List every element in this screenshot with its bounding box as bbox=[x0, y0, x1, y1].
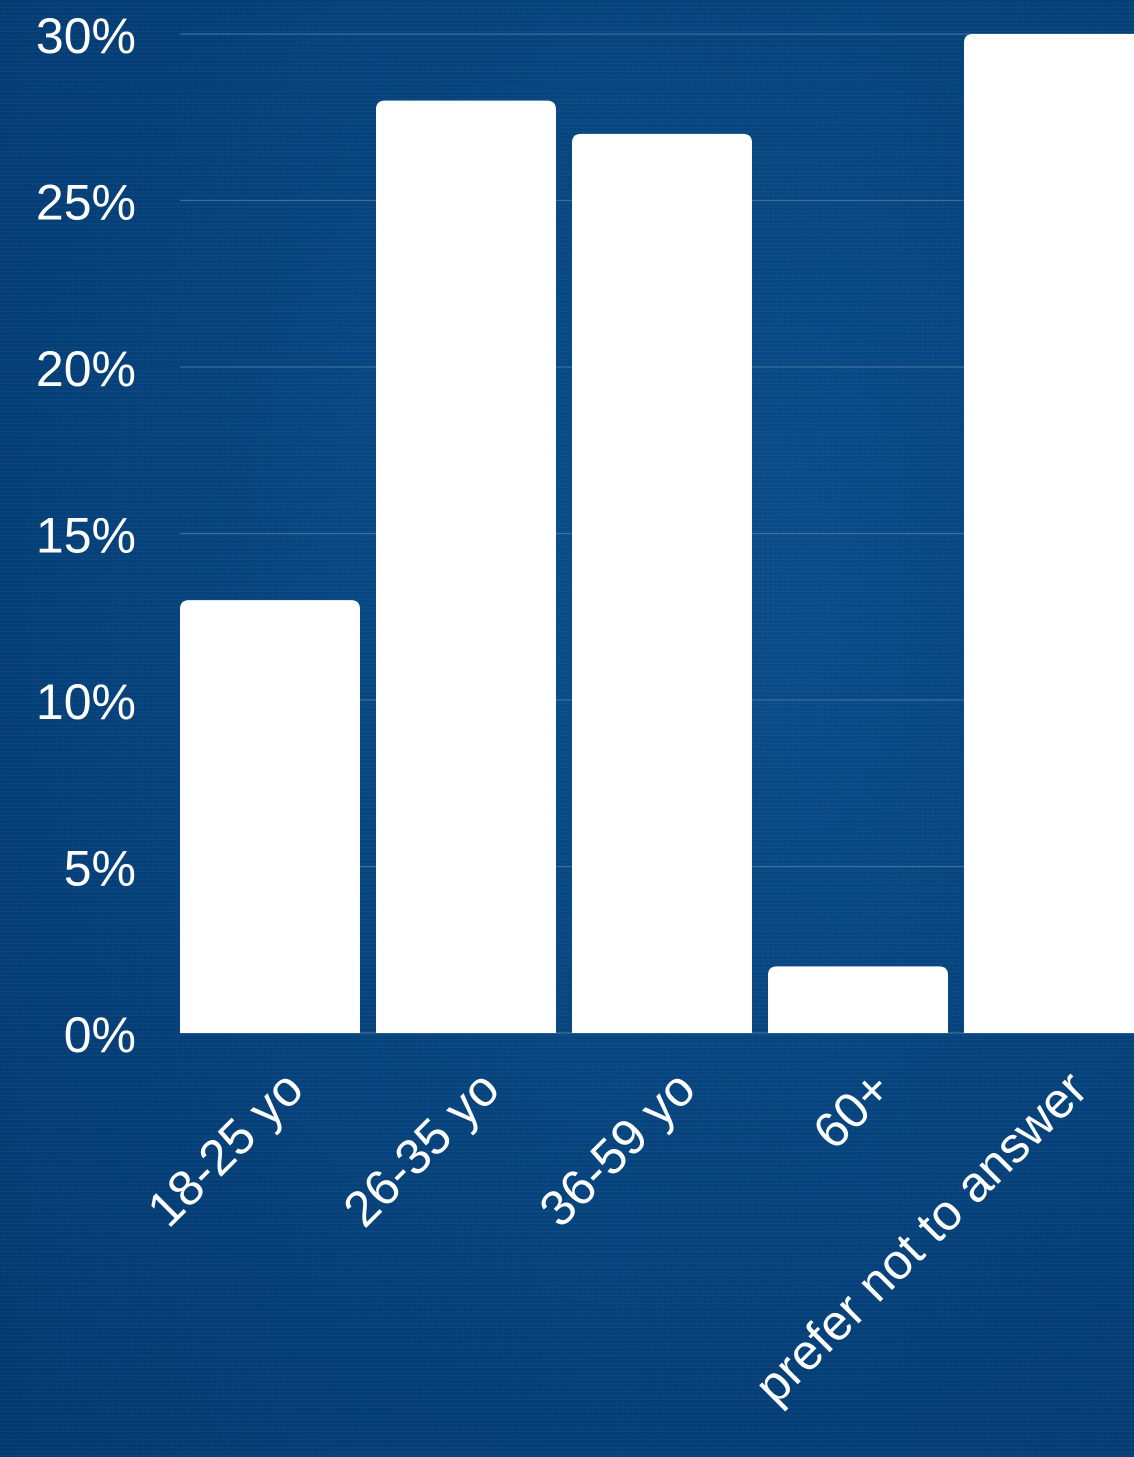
bar bbox=[376, 100, 556, 1034]
bar bbox=[180, 600, 360, 1033]
x-tick-label: 26-35 yo bbox=[333, 1060, 510, 1237]
y-tick-label: 5% bbox=[64, 841, 136, 897]
y-tick-label: 30% bbox=[36, 8, 136, 64]
y-tick-label: 0% bbox=[64, 1007, 136, 1063]
x-tick-label: 60+ bbox=[802, 1060, 902, 1160]
bar bbox=[768, 966, 948, 1033]
x-axis-ticks: 18-25 yo 26-35 yo 36-59 yo 60+prefer not to… bbox=[137, 1060, 1098, 1414]
x-tick-label: 36-59 yo bbox=[529, 1060, 706, 1237]
x-tick-label: prefer not to answer bbox=[744, 1060, 1098, 1414]
bar bbox=[572, 133, 752, 1033]
y-tick-label: 15% bbox=[36, 508, 136, 564]
bars bbox=[180, 34, 1134, 1034]
bar bbox=[964, 34, 1134, 1033]
x-tick-label: 18-25 yo bbox=[137, 1060, 314, 1237]
y-tick-label: 10% bbox=[36, 674, 136, 730]
y-tick-label: 20% bbox=[36, 341, 136, 397]
y-tick-label: 25% bbox=[36, 175, 136, 231]
y-axis-ticks: 0% 5% 10% 15% 20% 25% 30% bbox=[36, 8, 136, 1063]
